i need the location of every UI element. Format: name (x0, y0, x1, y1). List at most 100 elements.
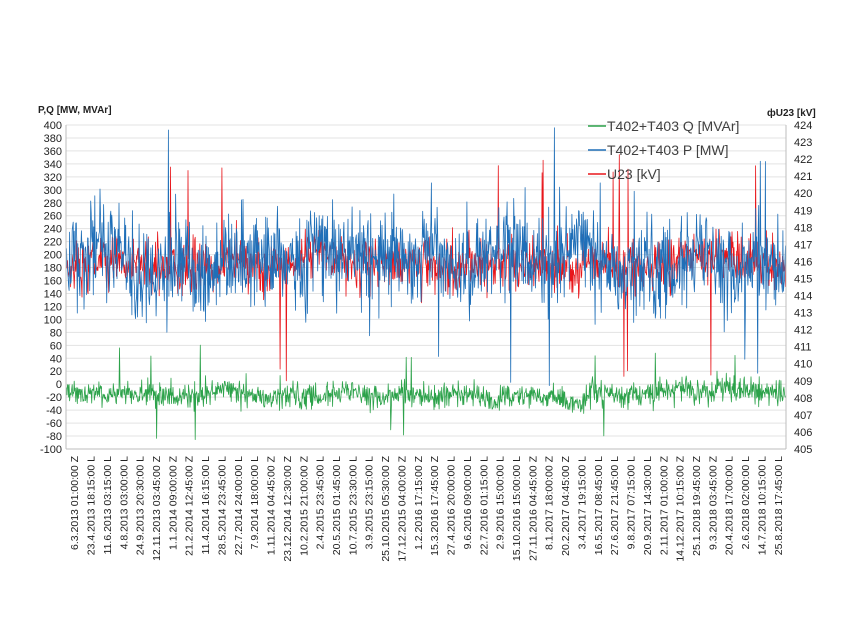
y-left-tick-label: 40 (50, 353, 62, 365)
y-right-tick-label: 413 (794, 308, 812, 320)
x-tick-label: 10.2.2015 21:00:00 Z (298, 455, 310, 555)
x-tick-label: 8.1.2017 18:00:00 Z (544, 455, 556, 550)
x-tick-label: 1.11.2014 04:45:00 Z (266, 455, 278, 555)
y-left-tick-label: 200 (44, 250, 62, 262)
x-tick-label: 2.6.2018 02:00:00 L (740, 456, 752, 550)
y-left-tick-label: 100 (44, 314, 62, 326)
x-tick-label: 23.12.2014 12:30:00 Z (282, 455, 294, 561)
y-left-tick-label: -80 (46, 431, 62, 443)
y-right-tick-label: 410 (794, 359, 812, 371)
series-layer (65, 127, 787, 440)
y-right-axis-title: фU23 [kV] (767, 107, 816, 119)
x-tick-label: 20.5.2015 01:45:00 L (331, 456, 343, 555)
y-right-tick-label: 409 (794, 376, 812, 388)
x-tick-label: 11.6.2013 03:15:00 L (102, 456, 114, 555)
left-axis-ticks: 4003803603403203002802602402202001801601… (40, 120, 62, 456)
x-tick-label: 20.2.2017 04:45:00 Z (560, 455, 572, 555)
y-right-tick-label: 422 (794, 154, 812, 166)
y-left-tick-label: 60 (50, 340, 62, 352)
x-tick-label: 9.8.2017 07:15:00 L (626, 456, 638, 550)
legend-label-q: T402+T403 Q [MVAr] (607, 118, 739, 134)
x-tick-label: 24.9.2013 20:30:00 L (135, 456, 147, 555)
legend: T402+T403 Q [MVAr] T402+T403 P [MW] U23 … (588, 118, 739, 182)
y-left-tick-label: 400 (44, 120, 62, 132)
y-left-tick-label: 120 (44, 301, 62, 313)
legend-label-u: U23 [kV] (607, 166, 661, 182)
series-line (65, 127, 787, 386)
x-tick-label: 3.9.2015 23:15:00 L (364, 456, 376, 550)
y-left-tick-label: -20 (46, 392, 62, 404)
x-tick-label: 10.7.2015 23:30:00 L (347, 456, 359, 555)
legend-label-p: T402+T403 P [MW] (607, 142, 729, 158)
x-tick-label: 15.10.2016 15:00:00 L (511, 456, 523, 561)
x-tick-label: 3.4.2017 19:15:00 L (576, 456, 588, 550)
x-tick-label: 2.9.2016 15:00:00 L (495, 456, 507, 550)
x-tick-label: 6.3.2013 01:00:00 Z (69, 455, 81, 550)
y-left-tick-label: 140 (44, 288, 62, 300)
y-right-tick-label: 417 (794, 239, 812, 251)
y-left-tick-label: 0 (56, 379, 62, 391)
y-left-tick-label: 380 (44, 133, 62, 145)
y-right-tick-label: 405 (794, 444, 812, 456)
y-left-tick-label: 340 (44, 159, 62, 171)
axes (65, 125, 787, 450)
x-axis-ticks: 6.3.2013 01:00:00 Z 23.4.2013 18:15:00 L 1… (69, 455, 785, 561)
x-tick-label: 16.5.2017 08:45:00 L (593, 456, 605, 555)
y-right-tick-label: 408 (794, 393, 812, 405)
x-tick-label: 9.6.2016 09:00:00 L (462, 456, 474, 550)
x-tick-label: 28.5.2014 23:45:00 L (216, 456, 228, 555)
y-right-tick-label: 406 (794, 427, 812, 439)
y-right-tick-label: 423 (794, 137, 812, 149)
x-tick-label: 23.4.2013 18:15:00 L (86, 456, 98, 555)
y-right-tick-label: 411 (794, 342, 812, 354)
y-right-axis-label: U23 [kV] (776, 108, 816, 119)
y-left-tick-label: 260 (44, 211, 62, 223)
x-tick-label: 27.11.2016 04:45:00 Z (527, 455, 539, 560)
x-tick-label: 2.11.2017 01:00:00 Z (658, 455, 670, 555)
y-right-tick-label: 415 (794, 273, 812, 285)
x-tick-label: 17.12.2015 04:00:00 Z (396, 455, 408, 561)
x-tick-label: 7.9.2014 18:00:00 L (249, 456, 261, 550)
x-tick-label: 22.7.2014 24:00:00 L (233, 456, 245, 555)
x-tick-label: 20.9.2017 14:30:00 L (642, 456, 654, 555)
y-right-tick-label: 418 (794, 222, 812, 234)
y-right-tick-label: 419 (794, 205, 812, 217)
x-tick-label: 27.4.2016 20:00:00 L (446, 456, 458, 555)
y-left-tick-label: 20 (50, 366, 62, 378)
y-left-tick-label: -60 (46, 418, 62, 430)
y-right-tick-label: 416 (794, 256, 812, 268)
y-right-tick-label: 407 (794, 410, 812, 422)
y-left-tick-label: 360 (44, 146, 62, 158)
y-left-axis-title: P,Q [MW, MVAr] (38, 105, 112, 116)
x-tick-label: 25.1.2018 19:45:00 Z (691, 455, 703, 555)
y-left-tick-label: 220 (44, 237, 62, 249)
y-left-tick-label: 280 (44, 198, 62, 210)
y-left-tick-label: 160 (44, 276, 62, 288)
series-line (65, 344, 787, 440)
x-tick-label: 14.7.2018 10:15:00 L (756, 456, 768, 555)
x-tick-label: 2.4.2015 23:45:00 L (315, 456, 327, 550)
y-right-tick-label: 421 (794, 171, 812, 183)
y-left-tick-label: -100 (40, 444, 62, 456)
x-tick-label: 22.7.2016 01:15:00 L (478, 456, 490, 555)
x-tick-label: 20.4.2018 17:00:00 L (724, 456, 736, 555)
x-tick-label: 9.3.2018 03:45:00 Z (707, 455, 719, 550)
x-tick-label: 1.2.2016 17:15:00 Z (413, 455, 425, 550)
x-tick-label: 25.8.2018 17:45:00 L (773, 456, 785, 555)
x-tick-label: 4.8.2013 03:00:00 L (118, 456, 130, 550)
y-right-tick-label: 414 (794, 291, 812, 303)
x-tick-label: 15.3.2016 17:45:00 Z (429, 455, 441, 555)
x-tick-label: 1.1.2014 09:00:00 Z (167, 455, 179, 550)
x-tick-label: 25.10.2015 05:30:00 Z (380, 455, 392, 561)
x-tick-label: 12.11.2013 03:45:00 Z (151, 455, 163, 560)
right-axis-ticks: 424 423 422 421 420 419 418 417 416 415 414 413 412 4… (794, 120, 812, 456)
y-left-tick-label: 180 (44, 263, 62, 275)
x-tick-label: 27.6.2017 21:45:00 L (609, 456, 621, 555)
y-left-tick-label: -40 (46, 405, 62, 417)
y-right-tick-label: 424 (794, 120, 812, 132)
x-tick-label: 11.4.2014 16:15:00 L (200, 456, 212, 555)
y-right-tick-label: 420 (794, 188, 812, 200)
y-left-tick-label: 300 (44, 185, 62, 197)
